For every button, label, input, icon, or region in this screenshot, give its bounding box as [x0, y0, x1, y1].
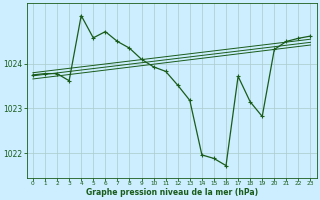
X-axis label: Graphe pression niveau de la mer (hPa): Graphe pression niveau de la mer (hPa): [86, 188, 258, 197]
